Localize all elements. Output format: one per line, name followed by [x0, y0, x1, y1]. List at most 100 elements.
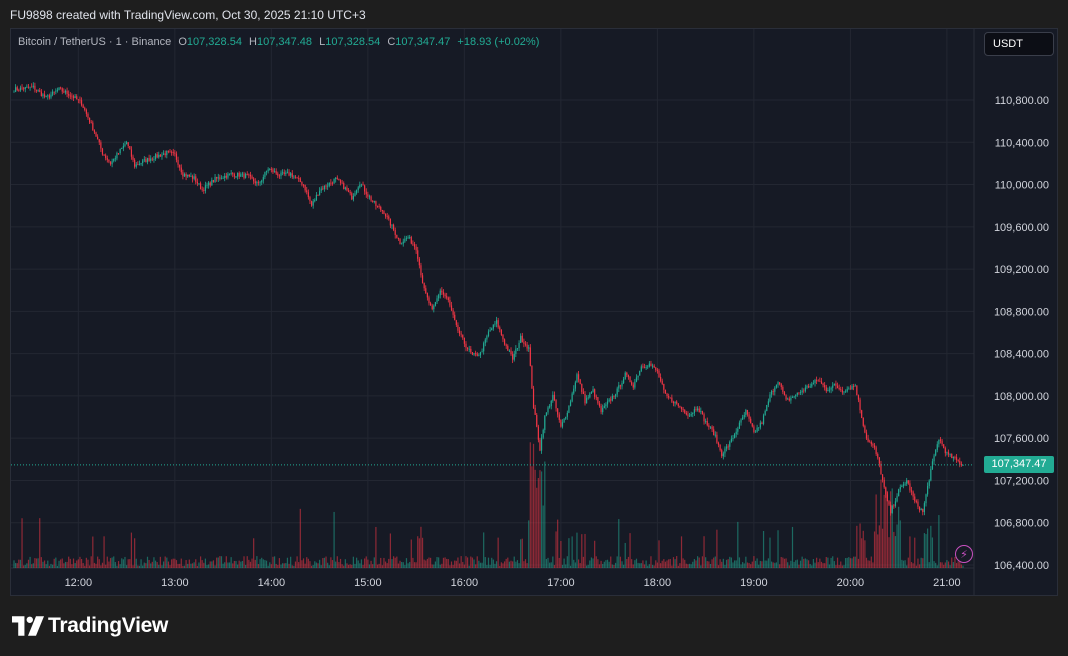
volume-bar — [732, 562, 734, 568]
volume-bar — [236, 564, 239, 568]
candle-body — [344, 187, 346, 189]
candle-body — [71, 95, 73, 97]
volume-bar — [888, 537, 890, 568]
volume-bar — [199, 556, 202, 568]
candle-body — [592, 389, 594, 392]
candle-body — [807, 386, 810, 388]
volume-bar — [796, 559, 798, 568]
candle-body — [53, 91, 55, 93]
volume-bar — [264, 560, 266, 568]
candle-body — [233, 174, 235, 177]
candle-body — [376, 206, 379, 207]
volume-bar — [639, 563, 641, 568]
candle-body — [820, 381, 823, 384]
candle-body — [364, 185, 366, 192]
volume-bar — [656, 562, 658, 568]
volume-bar — [838, 565, 840, 568]
volume-bar — [381, 565, 383, 568]
volume-bar — [203, 562, 205, 568]
volume-bar — [769, 537, 771, 568]
candle-body — [867, 438, 869, 442]
candle-body — [883, 479, 885, 488]
volume-bar — [853, 556, 855, 568]
volume-bar — [811, 565, 813, 568]
candle-body — [552, 394, 554, 401]
volume-bar — [923, 533, 925, 568]
volume-bar — [883, 494, 885, 568]
volume-bar — [315, 562, 317, 568]
open-value: 107,328.54 — [186, 36, 242, 48]
candle-body — [253, 178, 255, 182]
currency-button[interactable]: USDT — [984, 32, 1054, 56]
volume-bar — [859, 523, 861, 568]
volume-bar — [347, 564, 350, 568]
candle-body — [465, 343, 467, 348]
candle-body — [827, 390, 829, 392]
volume-bar — [693, 559, 695, 568]
candle-body — [409, 237, 411, 238]
candle-body — [333, 179, 335, 184]
time-axis[interactable]: 12:00 13:00 14:00 15:00 16:00 17:00 18:00 19:00… — [65, 577, 961, 589]
candle-body — [330, 182, 332, 184]
candle-body — [211, 180, 213, 186]
candle-body — [206, 185, 208, 187]
candle-body — [520, 335, 522, 343]
volume-bar — [471, 557, 474, 568]
candle-body — [31, 86, 33, 88]
candle-body — [946, 452, 948, 454]
volume-bar — [29, 556, 31, 568]
volume-bar — [343, 565, 345, 568]
candle-body — [658, 370, 660, 377]
candle-body — [700, 411, 702, 413]
candle-body — [135, 164, 137, 167]
candle-body — [360, 184, 363, 186]
volume-bar — [143, 562, 145, 568]
volume-bar — [105, 564, 107, 568]
volume-bar — [240, 561, 242, 568]
volume-bar — [301, 560, 303, 568]
candle-body — [798, 392, 800, 394]
volume-bar — [196, 565, 198, 568]
price-axis[interactable]: 106,400.00 106,800.00 107,200.00 107,600.00… — [994, 95, 1049, 572]
candle-body — [545, 412, 548, 416]
volume-bar — [335, 561, 337, 568]
volume-bar — [766, 560, 768, 568]
candle-body — [717, 442, 720, 445]
volume-bar — [60, 559, 62, 568]
volume-bar — [767, 558, 769, 568]
volume-bar — [663, 559, 665, 568]
tradingview-logo-icon — [12, 616, 44, 636]
volume-bar — [235, 561, 237, 568]
volume-bar — [748, 562, 750, 568]
candle-body — [158, 154, 160, 158]
candle-body — [875, 447, 877, 455]
volume-bar — [404, 565, 406, 568]
low-value: 107,328.54 — [325, 36, 381, 48]
volume-bar — [359, 563, 361, 568]
volume-bar — [946, 560, 948, 568]
candle-body — [565, 416, 567, 419]
candle-body — [705, 421, 707, 422]
candle-body — [769, 394, 771, 402]
volume-bar — [169, 565, 171, 568]
volume-bar — [735, 560, 737, 568]
volume-bar — [695, 560, 697, 568]
volume-bar — [397, 563, 400, 568]
tradingview-logo[interactable]: TradingView — [12, 614, 168, 638]
volume-bar — [478, 560, 480, 568]
volume-bar — [899, 520, 901, 568]
volume-bar — [122, 559, 124, 568]
volume-bar — [246, 556, 248, 568]
candle-body — [872, 444, 874, 446]
volume-bar — [320, 565, 322, 568]
candle-body — [579, 379, 581, 384]
candle-body — [203, 189, 205, 191]
candle-body — [174, 152, 176, 154]
lightning-icon[interactable]: ⚡ — [955, 545, 973, 563]
volume-bar — [581, 534, 583, 568]
volume-bar — [703, 536, 705, 568]
candle-body — [581, 383, 583, 392]
volume-bar — [724, 564, 726, 568]
candle-body — [473, 353, 475, 355]
